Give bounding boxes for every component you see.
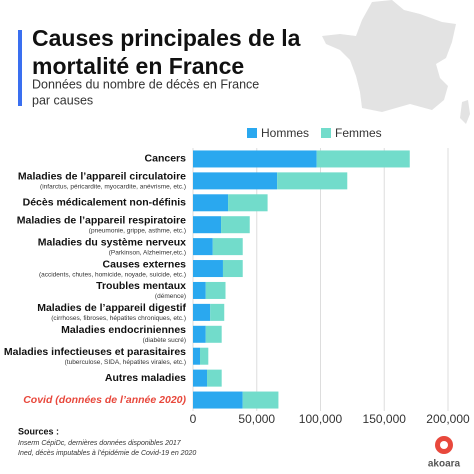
category-note: (Parkinson, Alzheimer,etc.) [109,249,186,256]
category-note: (diabète sucré) [143,337,186,344]
bar-segment [193,391,243,409]
x-tick-label: 150,000 [363,412,407,426]
sources-line: Ined, décès imputables à l’épidémie de C… [18,450,196,457]
category-label: Maladies de l’appareil digestif [37,302,186,314]
category-label: Troubles mentaux [96,280,186,292]
x-tick-label: 100,000 [299,412,343,426]
bar-segment [205,325,222,343]
bar-segment [207,369,222,387]
x-tick-label: 200,000 [426,412,470,426]
france-map [322,0,456,112]
category-note: (pneumonie, grippe, asthme, etc.) [89,227,186,234]
corsica [460,100,470,124]
bar-segment [242,391,279,409]
bar-segment [193,194,229,212]
legend-label: Femmes [335,126,382,140]
logo: akoara [428,459,461,470]
bar-segment [193,150,317,168]
category-note: (infarctus, péricardite, myocardite, ané… [40,184,186,191]
category-label: Maladies infectieuses et parasitaires [4,346,186,358]
bar-segment [193,369,208,387]
sources-line: Inserm CépiDc, dernières données disponi… [18,440,182,447]
logo-icon-inner [440,441,448,449]
bar-segment [193,238,213,256]
legend-swatch [321,128,331,138]
sources-title: Sources : [18,426,59,436]
bar-segment [200,347,209,365]
bar-segment [193,325,206,343]
chart-subtitle: par causes [32,93,93,107]
x-tick-label: 0 [190,412,197,426]
chart-title: mortalité en France [32,53,244,79]
chart-title: Causes principales de la [32,25,301,51]
bar-segment [193,347,201,365]
title-accent [18,30,22,106]
legend-label: Hommes [261,126,309,140]
bar-segment [193,260,223,278]
category-label: Cancers [145,153,187,165]
bar-segment [221,216,250,234]
bar-segment [222,260,243,278]
bar-segment [277,172,348,190]
category-note: (tuberculose, SIDA, hépatites virales, e… [65,359,186,366]
legend-swatch [247,128,257,138]
bar-segment [316,150,410,168]
category-label: Maladies de l’appareil respiratoire [17,214,186,226]
category-label: Covid (données de l’année 2020) [23,394,186,406]
category-label: Causes externes [103,258,187,270]
chart-subtitle: Données du nombre de décès en France [32,77,259,91]
bar-segment [205,281,226,299]
bar-segment [193,216,222,234]
category-note: (démence) [155,293,186,300]
category-note: (cirrhoses, fibroses, hépatites chroniqu… [51,315,186,322]
category-label: Décès médicalement non-définis [23,197,187,209]
category-label: Maladies endocriniennes [61,324,186,336]
category-label: Maladies du système nerveux [38,236,186,248]
bar-segment [210,303,225,321]
category-label: Maladies de l’appareil circulatoire [18,171,186,183]
x-tick-label: 50,000 [238,412,275,426]
category-label: Autres maladies [105,372,186,384]
bar-segment [193,172,278,190]
bar-segment [193,303,211,321]
bar-segment [212,238,243,256]
category-note: (accidents, chutes, homicide, noyade, su… [39,271,186,278]
bar-segment [193,281,206,299]
bar-segment [228,194,268,212]
